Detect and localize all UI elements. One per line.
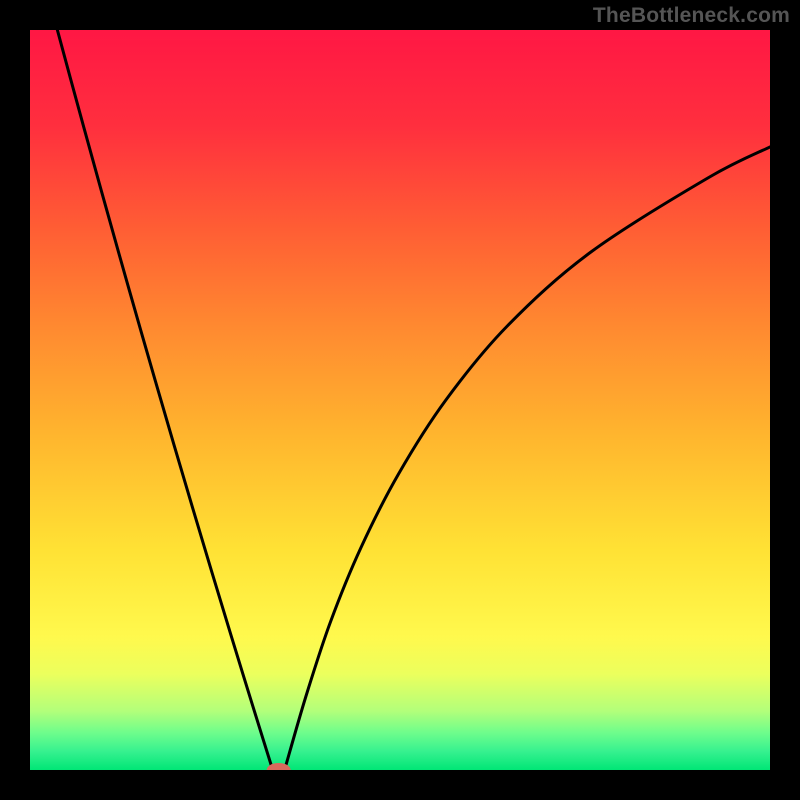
plot-background bbox=[30, 30, 770, 770]
chart-svg bbox=[0, 0, 800, 800]
border-right bbox=[770, 0, 800, 800]
border-left bbox=[0, 0, 30, 800]
border-bottom bbox=[0, 770, 800, 800]
watermark-text: TheBottleneck.com bbox=[593, 4, 790, 28]
bottleneck-chart: TheBottleneck.com bbox=[0, 0, 800, 800]
